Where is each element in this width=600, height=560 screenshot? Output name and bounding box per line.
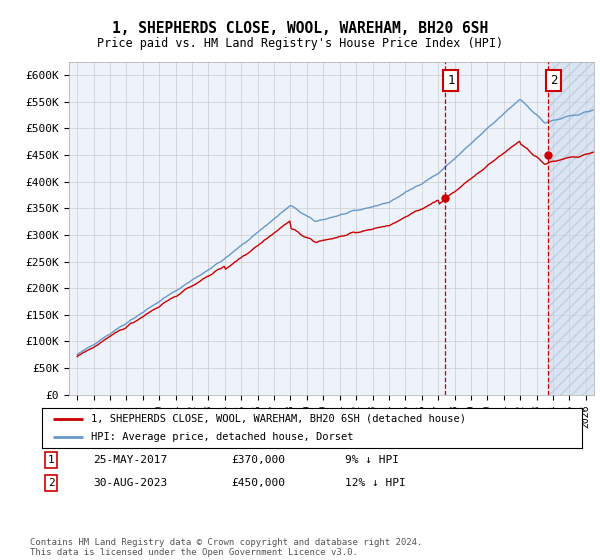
Bar xyxy=(548,62,600,395)
Text: 2: 2 xyxy=(550,74,557,87)
Text: HPI: Average price, detached house, Dorset: HPI: Average price, detached house, Dors… xyxy=(91,432,353,442)
Text: 9% ↓ HPI: 9% ↓ HPI xyxy=(345,455,399,465)
Text: 30-AUG-2023: 30-AUG-2023 xyxy=(93,478,167,488)
Text: 12% ↓ HPI: 12% ↓ HPI xyxy=(345,478,406,488)
Text: £450,000: £450,000 xyxy=(231,478,285,488)
Text: 25-MAY-2017: 25-MAY-2017 xyxy=(93,455,167,465)
Text: 1, SHEPHERDS CLOSE, WOOL, WAREHAM, BH20 6SH (detached house): 1, SHEPHERDS CLOSE, WOOL, WAREHAM, BH20 … xyxy=(91,414,466,424)
Text: Contains HM Land Registry data © Crown copyright and database right 2024.
This d: Contains HM Land Registry data © Crown c… xyxy=(30,538,422,557)
Text: 2: 2 xyxy=(47,478,55,488)
Text: £370,000: £370,000 xyxy=(231,455,285,465)
Text: Price paid vs. HM Land Registry's House Price Index (HPI): Price paid vs. HM Land Registry's House … xyxy=(97,37,503,50)
Text: 1, SHEPHERDS CLOSE, WOOL, WAREHAM, BH20 6SH: 1, SHEPHERDS CLOSE, WOOL, WAREHAM, BH20 … xyxy=(112,21,488,36)
Text: 1: 1 xyxy=(447,74,455,87)
Text: 1: 1 xyxy=(47,455,55,465)
